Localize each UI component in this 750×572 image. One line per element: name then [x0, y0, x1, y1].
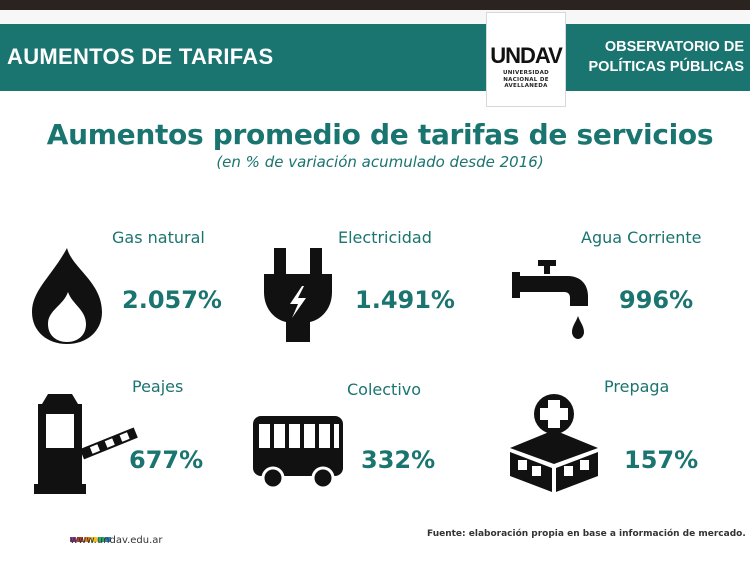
observatory-line: POLÍTICAS PÚBLICAS	[588, 59, 744, 75]
toll-barrier-icon	[34, 394, 138, 494]
undav-logo: UNDAV UNIVERSIDAD NACIONAL DE AVELLANEDA	[486, 12, 566, 107]
service-value-bus: 332%	[361, 446, 436, 474]
top-strip-light	[0, 10, 750, 24]
color-dot	[91, 537, 97, 542]
observatory-label: OBSERVATORIO DE POLÍTICAS PÚBLICAS	[574, 37, 744, 77]
plug-icon	[264, 248, 332, 342]
page-title: Aumentos promedio de tarifas de servicio…	[46, 118, 714, 151]
service-label-electricity: Electricidad	[338, 228, 432, 247]
observatory-line: OBSERVATORIO DE	[604, 39, 744, 55]
brand-color-dots	[70, 527, 120, 542]
logo-sub-line: AVELLANEDA	[504, 83, 548, 89]
color-dot	[70, 537, 76, 542]
service-label-tolls: Peajes	[132, 377, 184, 396]
logo-sub-line: UNIVERSIDAD	[502, 70, 550, 76]
color-dot	[77, 537, 83, 542]
service-value-health: 157%	[624, 446, 699, 474]
flame-icon	[32, 248, 102, 344]
service-label-bus: Colectivo	[347, 380, 422, 399]
service-value-tolls: 677%	[129, 446, 204, 474]
website-link[interactable]: www.undav.edu.ar	[70, 535, 163, 546]
faucet-icon	[512, 260, 588, 339]
color-dot	[105, 537, 111, 542]
header-title: AUMENTOS DE TARIFAS	[7, 44, 274, 69]
clinic-icon	[510, 394, 598, 492]
service-label-health: Prepaga	[604, 377, 670, 396]
logo-text: UNDAV	[490, 43, 563, 68]
header-banner	[0, 24, 750, 91]
color-dot	[98, 537, 104, 542]
top-strip	[0, 0, 750, 10]
service-value-electricity: 1.491%	[355, 286, 455, 314]
bus-icon	[253, 416, 343, 490]
source-note: Fuente: elaboración propia en base a inf…	[427, 529, 746, 539]
service-label-water: Agua Corriente	[581, 228, 702, 247]
logo-sub-line: NACIONAL DE	[503, 76, 549, 83]
logo-subtitle: UNIVERSIDAD NACIONAL DE AVELLANEDA	[493, 70, 559, 90]
service-value-gas: 2.057%	[122, 286, 222, 314]
color-dot	[84, 537, 90, 542]
service-label-gas: Gas natural	[112, 228, 205, 247]
service-value-water: 996%	[619, 286, 694, 314]
page-subtitle: (en % de variación acumulado desde 2016)	[216, 153, 544, 171]
